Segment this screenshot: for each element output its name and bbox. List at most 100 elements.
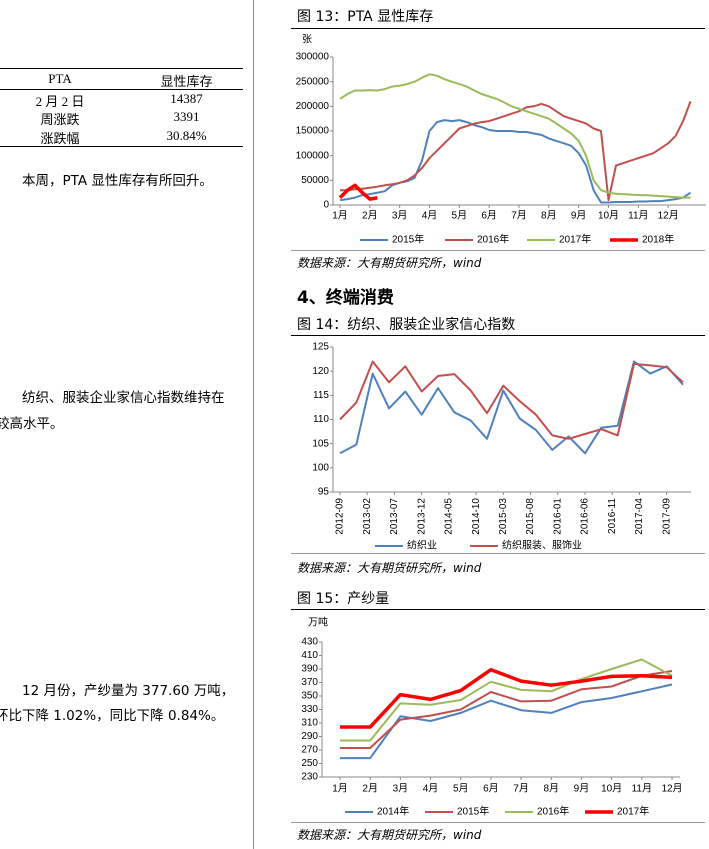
y-axis-label: 张 <box>302 34 312 46</box>
paragraph: 纺织、服装企业家信心指数维持在 <box>22 390 225 406</box>
x-tick-label: 2012-09 <box>335 498 346 535</box>
y-tick-label: 250000 <box>296 76 330 87</box>
x-tick-label: 2014-05 <box>444 498 455 535</box>
table-cell: 3391 <box>173 109 200 124</box>
legend-label: 2018年 <box>642 233 674 246</box>
series-line <box>340 101 692 202</box>
paragraph: 较高水平。 <box>0 416 64 432</box>
y-tick-label: 350 <box>301 691 318 702</box>
x-tick-label: 7月 <box>511 210 527 222</box>
x-tick-label: 10月 <box>598 210 619 222</box>
x-tick-label: 5月 <box>453 783 469 795</box>
figure-title: 图 15：产纱量 <box>297 591 390 607</box>
series-line <box>340 683 673 760</box>
figure-rule <box>291 553 705 554</box>
section-heading: 4、终端消费 <box>297 288 394 308</box>
x-tick-label: 2月 <box>362 210 378 222</box>
x-tick-label: 12月 <box>658 210 679 222</box>
table-rule <box>0 146 243 147</box>
x-tick-label: 7月 <box>513 783 529 795</box>
y-tick-label: 105 <box>312 438 329 449</box>
y-tick-label: 125 <box>312 342 329 353</box>
x-tick-label: 4月 <box>422 210 438 222</box>
x-tick-label: 2017-04 <box>634 498 645 535</box>
series-line <box>339 360 684 455</box>
figure-rule <box>291 822 705 823</box>
table-cell: 2 月 2 日 <box>35 94 85 109</box>
x-tick-label: 2016-01 <box>552 498 563 535</box>
table-cell: 周涨跌 <box>40 112 80 127</box>
x-tick-label: 8月 <box>541 210 557 222</box>
figure-rule <box>291 335 705 336</box>
y-tick-label: 0 <box>323 200 329 211</box>
table-cell: 30.84% <box>166 128 207 143</box>
x-tick-label: 8月 <box>543 783 559 795</box>
y-tick-label: 120 <box>312 366 329 377</box>
y-tick-label: 300000 <box>296 52 330 63</box>
figure-source: 数据来源：大有期货研究所，wind <box>297 561 482 575</box>
y-tick-label: 430 <box>301 637 318 648</box>
x-tick-label: 3月 <box>392 210 408 222</box>
x-tick-label: 2月 <box>362 783 378 795</box>
figure-source: 数据来源：大有期货研究所，wind <box>297 828 482 842</box>
legend-label: 2015年 <box>392 233 424 246</box>
y-tick-label: 115 <box>313 390 329 401</box>
legend-label: 2016年 <box>477 233 509 246</box>
y-tick-label: 250 <box>301 758 318 769</box>
y-tick-label: 230 <box>301 772 318 783</box>
x-tick-label: 2015-08 <box>525 498 536 535</box>
y-axis-label: 万吨 <box>308 616 328 629</box>
figure-rule <box>291 28 705 29</box>
x-tick-label: 2015-03 <box>498 498 509 535</box>
x-tick-label: 1月 <box>332 783 348 795</box>
x-tick-label: 9月 <box>571 210 587 222</box>
x-tick-label: 6月 <box>483 783 499 795</box>
legend-label: 2016年 <box>537 805 569 818</box>
figure-source: 数据来源：大有期货研究所，wind <box>297 256 482 270</box>
y-tick-label: 200000 <box>296 101 330 112</box>
table-cell: 涨跌幅 <box>40 131 80 146</box>
y-tick-label: 290 <box>301 731 318 742</box>
legend-label: 2017年 <box>617 805 649 818</box>
y-tick-label: 370 <box>301 677 318 688</box>
figure-rule <box>291 609 705 610</box>
x-tick-label: 9月 <box>574 783 590 795</box>
legend-label: 纺织服装、服饰业 <box>502 539 582 552</box>
table-header: PTA <box>48 71 72 86</box>
x-tick-label: 2013-02 <box>362 498 373 535</box>
x-tick-label: 12月 <box>661 783 682 795</box>
y-tick-label: 390 <box>301 664 318 675</box>
series-line <box>340 658 673 742</box>
y-tick-label: 110 <box>313 414 329 425</box>
y-tick-label: 100 <box>312 462 329 473</box>
column-divider <box>253 0 254 849</box>
x-tick-label: 5月 <box>452 210 468 222</box>
x-tick-label: 10月 <box>601 783 622 795</box>
table-rule <box>0 89 243 90</box>
x-tick-label: 6月 <box>481 210 497 222</box>
y-tick-label: 270 <box>301 745 318 756</box>
x-tick-label: 2016-11 <box>607 498 618 534</box>
paragraph: 12 月份，产纱量为 377.60 万吨， <box>22 683 235 699</box>
paragraph: 环比下降 1.02%，同比下降 0.84%。 <box>0 708 225 724</box>
series-line <box>338 183 378 201</box>
table-cell: 14387 <box>170 91 203 106</box>
y-tick-label: 410 <box>301 650 318 661</box>
figure-rule <box>291 250 705 251</box>
x-tick-label: 1月 <box>332 210 348 222</box>
y-tick-label: 100000 <box>296 150 330 161</box>
legend-label: 纺织业 <box>407 539 437 552</box>
figure-title: 图 14：纺织、服装企业家信心指数 <box>297 317 516 333</box>
x-tick-label: 2017-09 <box>661 498 672 535</box>
y-tick-label: 95 <box>318 487 330 498</box>
y-tick-label: 50000 <box>301 175 329 186</box>
y-tick-label: 150000 <box>296 126 330 137</box>
x-tick-label: 2014-10 <box>471 498 482 535</box>
table-header: 显性库存 <box>160 74 213 89</box>
y-tick-label: 330 <box>301 704 318 715</box>
series-line <box>339 119 692 204</box>
series-line <box>339 73 691 199</box>
series-line <box>340 670 673 749</box>
series-line <box>340 667 673 729</box>
